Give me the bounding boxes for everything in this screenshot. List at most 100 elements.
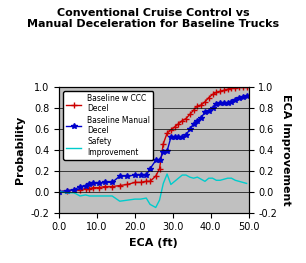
Baseline w CCC
Decel bbox=[215, 91, 218, 94]
Baseline w CCC
Decel bbox=[196, 104, 199, 108]
Line: Safety
Improvement: Safety Improvement bbox=[59, 174, 247, 208]
Baseline w CCC
Decel bbox=[230, 87, 233, 90]
Safety
Improvement bbox=[184, 174, 188, 177]
Safety
Improvement bbox=[154, 206, 158, 209]
Baseline Manual
Decel bbox=[84, 184, 88, 187]
Baseline w CCC
Decel bbox=[57, 190, 61, 193]
Baseline w CCC
Decel bbox=[110, 185, 114, 188]
Safety
Improvement bbox=[241, 181, 245, 184]
Safety
Improvement bbox=[177, 177, 180, 180]
Safety
Improvement bbox=[148, 203, 152, 206]
Line: Baseline w CCC
Decel: Baseline w CCC Decel bbox=[56, 84, 249, 195]
Baseline Manual
Decel bbox=[148, 167, 152, 170]
Baseline w CCC
Decel bbox=[144, 180, 148, 183]
Baseline w CCC
Decel bbox=[199, 103, 203, 107]
Baseline w CCC
Decel bbox=[188, 113, 192, 116]
Safety
Improvement bbox=[91, 194, 95, 198]
Baseline w CCC
Decel bbox=[165, 132, 169, 135]
Safety
Improvement bbox=[173, 180, 177, 183]
Safety
Improvement bbox=[97, 194, 101, 198]
Safety
Improvement bbox=[88, 194, 91, 198]
Baseline Manual
Decel bbox=[118, 175, 121, 178]
Baseline w CCC
Decel bbox=[91, 186, 95, 189]
Safety
Improvement bbox=[165, 173, 169, 176]
Baseline Manual
Decel bbox=[169, 136, 173, 139]
Baseline w CCC
Decel bbox=[237, 85, 241, 89]
X-axis label: ECA (ft): ECA (ft) bbox=[129, 238, 178, 248]
Safety
Improvement bbox=[103, 194, 106, 198]
Safety
Improvement bbox=[125, 199, 129, 202]
Safety
Improvement bbox=[78, 194, 82, 198]
Baseline w CCC
Decel bbox=[207, 96, 211, 99]
Baseline Manual
Decel bbox=[184, 134, 188, 137]
Baseline w CCC
Decel bbox=[245, 85, 248, 89]
Baseline Manual
Decel bbox=[237, 96, 241, 99]
Safety
Improvement bbox=[233, 179, 237, 182]
Baseline Manual
Decel bbox=[233, 98, 237, 101]
Baseline Manual
Decel bbox=[188, 128, 192, 131]
Safety
Improvement bbox=[215, 179, 218, 182]
Baseline Manual
Decel bbox=[73, 188, 76, 191]
Safety
Improvement bbox=[192, 177, 196, 180]
Baseline w CCC
Decel bbox=[177, 122, 180, 125]
Safety
Improvement bbox=[144, 196, 148, 200]
Baseline w CCC
Decel bbox=[118, 184, 121, 187]
Baseline Manual
Decel bbox=[110, 181, 114, 184]
Baseline Manual
Decel bbox=[133, 174, 137, 177]
Baseline Manual
Decel bbox=[211, 107, 215, 110]
Safety
Improvement bbox=[196, 176, 199, 179]
Baseline w CCC
Decel bbox=[84, 187, 88, 190]
Baseline w CCC
Decel bbox=[181, 119, 184, 122]
Baseline Manual
Decel bbox=[245, 94, 248, 97]
Baseline w CCC
Decel bbox=[154, 175, 158, 178]
Baseline Manual
Decel bbox=[222, 101, 226, 104]
Baseline Manual
Decel bbox=[162, 150, 165, 154]
Baseline Manual
Decel bbox=[173, 136, 177, 139]
Y-axis label: Probability: Probability bbox=[15, 116, 25, 184]
Safety
Improvement bbox=[237, 180, 241, 183]
Baseline w CCC
Decel bbox=[211, 93, 215, 96]
Baseline w CCC
Decel bbox=[158, 167, 161, 170]
Safety
Improvement bbox=[188, 176, 192, 179]
Text: Conventional Cruise Control vs
Manual Deceleration for Baseline Trucks: Conventional Cruise Control vs Manual De… bbox=[27, 8, 279, 29]
Y-axis label: ECA Improvement: ECA Improvement bbox=[281, 94, 291, 206]
Baseline Manual
Decel bbox=[218, 101, 222, 104]
Safety
Improvement bbox=[65, 191, 69, 194]
Baseline w CCC
Decel bbox=[103, 185, 106, 188]
Baseline Manual
Decel bbox=[230, 100, 233, 103]
Safety
Improvement bbox=[222, 178, 226, 181]
Baseline Manual
Decel bbox=[57, 190, 61, 193]
Baseline Manual
Decel bbox=[192, 122, 196, 125]
Safety
Improvement bbox=[57, 190, 61, 193]
Baseline w CCC
Decel bbox=[169, 129, 173, 132]
Baseline Manual
Decel bbox=[91, 182, 95, 185]
Baseline Manual
Decel bbox=[78, 185, 82, 188]
Safety
Improvement bbox=[218, 179, 222, 182]
Safety
Improvement bbox=[84, 193, 88, 196]
Safety
Improvement bbox=[139, 198, 142, 201]
Baseline w CCC
Decel bbox=[139, 181, 142, 184]
Baseline Manual
Decel bbox=[207, 110, 211, 113]
Baseline Manual
Decel bbox=[196, 119, 199, 122]
Safety
Improvement bbox=[162, 182, 165, 185]
Baseline Manual
Decel bbox=[97, 182, 101, 185]
Baseline Manual
Decel bbox=[88, 183, 91, 186]
Baseline w CCC
Decel bbox=[222, 89, 226, 92]
Baseline w CCC
Decel bbox=[241, 85, 245, 89]
Safety
Improvement bbox=[169, 183, 173, 186]
Baseline w CCC
Decel bbox=[203, 100, 207, 103]
Baseline w CCC
Decel bbox=[192, 109, 196, 112]
Baseline w CCC
Decel bbox=[133, 181, 137, 184]
Baseline Manual
Decel bbox=[226, 101, 230, 104]
Safety
Improvement bbox=[211, 177, 215, 180]
Safety
Improvement bbox=[226, 177, 230, 180]
Baseline w CCC
Decel bbox=[184, 117, 188, 120]
Baseline Manual
Decel bbox=[103, 181, 106, 184]
Safety
Improvement bbox=[207, 177, 211, 180]
Baseline w CCC
Decel bbox=[173, 125, 177, 129]
Safety
Improvement bbox=[73, 191, 76, 194]
Legend: Baseline w CCC
Decel, Baseline Manual
Decel, Safety
Improvement: Baseline w CCC Decel, Baseline Manual De… bbox=[63, 91, 154, 160]
Baseline Manual
Decel bbox=[144, 174, 148, 177]
Baseline w CCC
Decel bbox=[148, 180, 152, 183]
Safety
Improvement bbox=[133, 198, 137, 201]
